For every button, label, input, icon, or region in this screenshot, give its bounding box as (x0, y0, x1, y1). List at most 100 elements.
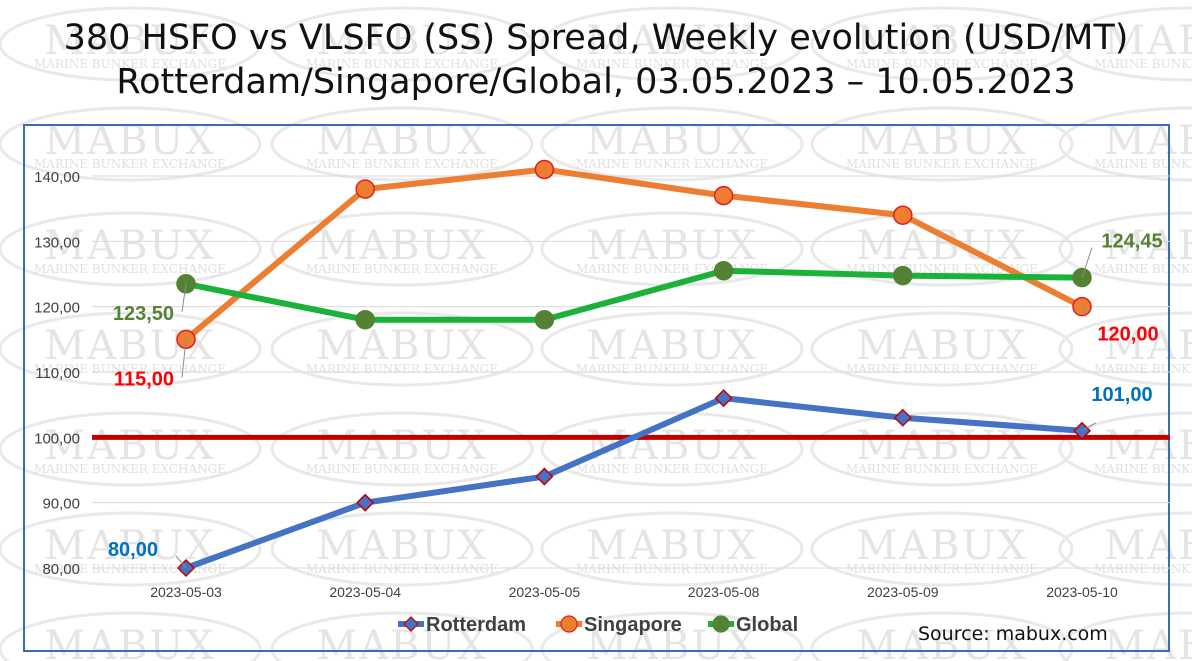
watermark-subtitle: MARINE BUNKER EXCHANGE (1094, 57, 1192, 71)
legend-swatch-marker (560, 615, 578, 633)
watermark-ellipse (0, 106, 262, 182)
legend-item-singapore: Singapore (556, 614, 682, 636)
gridlines (92, 175, 1170, 569)
point-singapore (534, 159, 555, 180)
data-labels: 80,00 101,00 115,00 120,00 123,50 124,45 (108, 231, 1163, 569)
source-note: Source: mabux.com (918, 623, 1108, 645)
watermark-ellipse (270, 211, 534, 287)
watermark-brand: MABUX (856, 423, 1027, 469)
watermark-ellipse (270, 511, 534, 587)
data-label: 123,50 (113, 303, 174, 325)
watermark-brand: MABUX (316, 223, 487, 269)
watermark-ellipse (0, 411, 262, 487)
y-tick-label: 120,00 (34, 300, 80, 317)
watermark-subtitle: MARINE BUNKER EXCHANGE (576, 462, 768, 476)
watermark-brand: MABUX (1104, 423, 1192, 469)
watermark-ellipse (1058, 106, 1192, 182)
watermark-brand: MABUX (1104, 623, 1192, 661)
legend-item-global: Global (708, 614, 798, 636)
watermark-subtitle: MARINE BUNKER EXCHANGE (306, 462, 498, 476)
series-group (176, 159, 1092, 578)
watermark-ellipse (540, 106, 804, 182)
y-tick-label: 80,00 (42, 561, 80, 578)
watermark-brand: MABUX (44, 423, 215, 469)
watermark-brand: MABUX (586, 523, 757, 569)
watermark-ellipse (540, 311, 804, 387)
point-rotterdam (893, 408, 912, 427)
watermark-brand: MABUX (316, 18, 487, 64)
watermark-ellipse (540, 6, 804, 82)
x-tick-label: 2023-05-08 (688, 584, 760, 600)
watermark-ellipse (540, 411, 804, 487)
legend-swatch-marker (403, 616, 419, 632)
series-line-global (185, 267, 1083, 323)
watermark-subtitle: MARINE BUNKER EXCHANGE (34, 562, 226, 576)
point-rotterdam (356, 493, 375, 512)
x-tick-label: 2023-05-09 (867, 584, 939, 600)
watermark-ellipse (1058, 611, 1192, 661)
data-label: 115,00 (114, 368, 174, 390)
legend-label: Rotterdam (426, 614, 526, 636)
legend-label: Singapore (584, 614, 682, 636)
watermark-ellipse (270, 106, 534, 182)
leader-line (181, 339, 187, 378)
point-global (713, 260, 734, 281)
watermark-subtitle: MARINE BUNKER EXCHANGE (306, 562, 498, 576)
watermark-subtitle: MARINE BUNKER EXCHANGE (34, 157, 226, 171)
watermark-brand: MABUX (44, 223, 215, 269)
watermark-subtitle: MARINE BUNKER EXCHANGE (34, 57, 226, 71)
watermark-subtitle: MARINE BUNKER EXCHANGE (306, 157, 498, 171)
watermark-subtitle: MARINE BUNKER EXCHANGE (34, 262, 226, 276)
legend-item-rotterdam: Rotterdam (398, 614, 526, 636)
point-singapore (893, 205, 913, 225)
data-label: 124,45 (1101, 231, 1162, 253)
y-tick-label: 100,00 (34, 430, 80, 447)
watermark-subtitle: MARINE BUNKER EXCHANGE (1094, 157, 1192, 171)
watermark-ellipse (540, 511, 804, 587)
watermark-brand: MABUX (856, 523, 1027, 569)
watermark-brand: MABUX (44, 18, 215, 64)
watermark-brand: MABUX (856, 18, 1027, 64)
watermark-brand: MABUX (586, 18, 757, 64)
watermark-brand: MABUX (1104, 323, 1192, 369)
watermark-ellipse (0, 211, 262, 287)
leader-line (181, 283, 187, 312)
watermark-ellipse (810, 211, 1074, 287)
legend-swatch-marker (712, 615, 730, 633)
watermark-subtitle: MARINE BUNKER EXCHANGE (846, 57, 1038, 71)
watermark-ellipse (1058, 6, 1192, 82)
watermark-brand: MABUX (1104, 18, 1192, 64)
plot-frame (23, 124, 1170, 652)
y-tick-label: 140,00 (34, 169, 80, 186)
watermark-brand: MABUX (1104, 223, 1192, 269)
watermark-subtitle: MARINE BUNKER EXCHANGE (34, 462, 226, 476)
watermark-brand: MABUX (316, 323, 487, 369)
data-label: 80,00 (108, 539, 158, 561)
x-tick-label: 2023-05-10 (1046, 584, 1118, 600)
legend-label: Global (736, 614, 798, 636)
watermark-brand: MABUX (856, 623, 1027, 661)
x-axis-ticks: 2023-05-03 2023-05-04 2023-05-05 2023-05-08… (150, 584, 1118, 600)
watermark-subtitle: MARINE BUNKER EXCHANGE (576, 562, 768, 576)
watermark-ellipse (810, 511, 1074, 587)
watermark-ellipse (0, 511, 262, 587)
series-line-rotterdam (184, 395, 1083, 571)
